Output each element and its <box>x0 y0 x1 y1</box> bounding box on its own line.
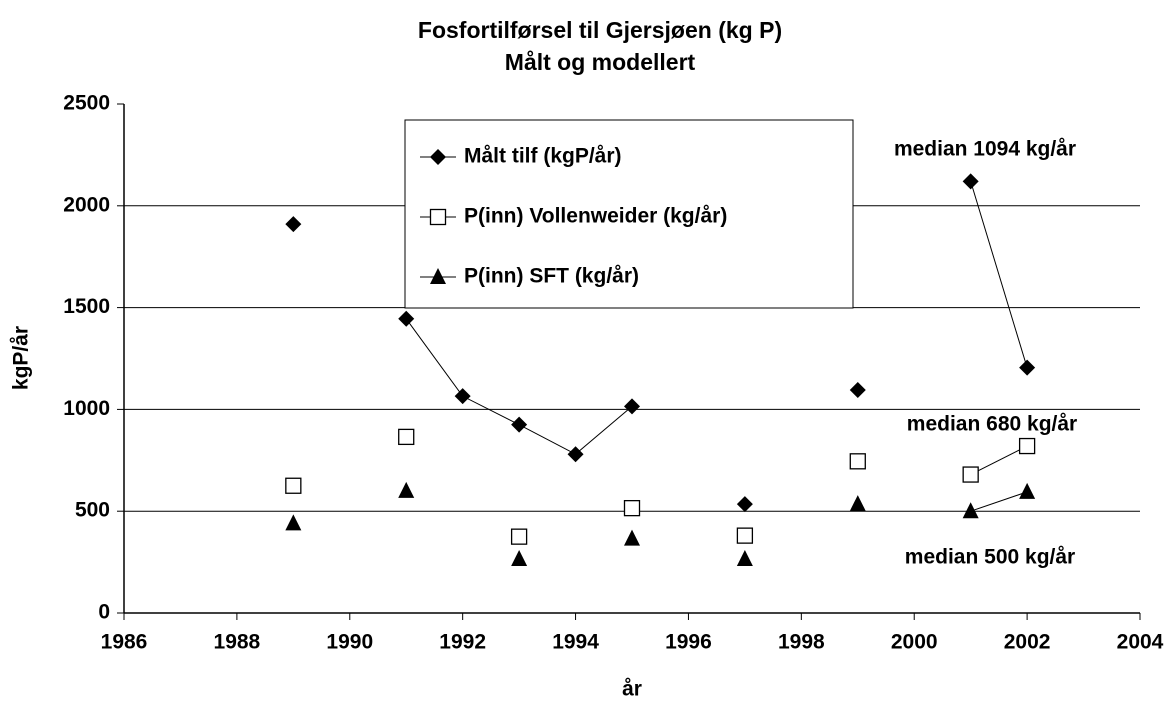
annotation: median 1094 kg/år <box>894 138 1076 161</box>
marker <box>1019 359 1036 376</box>
y-tick-label: 1000 <box>63 397 110 420</box>
marker <box>849 453 866 470</box>
legend-label: P(inn) SFT (kg/år) <box>464 265 639 288</box>
marker <box>398 481 415 498</box>
marker <box>849 495 866 512</box>
marker <box>736 550 753 567</box>
legend-box <box>404 119 854 309</box>
y-tick-label: 1500 <box>63 295 110 318</box>
marker <box>398 310 415 327</box>
x-tick-label: 1992 <box>439 631 486 654</box>
marker <box>1018 437 1036 455</box>
legend-marker <box>430 268 446 284</box>
marker <box>285 216 302 233</box>
annotation: median 500 kg/år <box>905 546 1075 569</box>
y-tick-label: 0 <box>98 601 110 624</box>
x-axis-label: år <box>622 678 642 701</box>
series-line <box>970 491 1028 512</box>
x-tick-label: 1990 <box>326 631 373 654</box>
marker <box>849 382 866 399</box>
legend-label: Målt tilf (kgP/år) <box>464 145 622 168</box>
marker <box>454 388 471 405</box>
legend-label: P(inn) Vollenweider (kg/år) <box>464 205 727 228</box>
x-tick-label: 2004 <box>1117 631 1164 654</box>
marker <box>510 528 528 545</box>
x-tick-label: 1994 <box>552 631 599 654</box>
marker <box>736 496 753 513</box>
x-tick-label: 1998 <box>778 631 825 654</box>
x-tick-label: 2002 <box>1004 631 1051 654</box>
x-tick-label: 1996 <box>665 631 712 654</box>
annotation: median 680 kg/år <box>907 413 1077 436</box>
y-tick-label: 2500 <box>63 92 110 115</box>
marker <box>1019 482 1036 499</box>
x-tick-label: 1986 <box>101 631 148 654</box>
chart-subtitle: Målt og modellert <box>505 49 696 75</box>
marker <box>623 499 641 517</box>
marker <box>736 527 754 544</box>
y-tick-label: 500 <box>75 499 110 522</box>
marker <box>285 514 302 531</box>
y-axis-label: kgP/år <box>10 326 33 390</box>
legend-marker <box>429 208 447 226</box>
marker <box>285 477 302 494</box>
series-line <box>970 445 1028 475</box>
marker <box>962 173 979 190</box>
marker <box>624 398 640 415</box>
marker <box>398 428 415 446</box>
legend-marker <box>430 149 446 165</box>
marker <box>962 502 979 519</box>
marker <box>624 529 640 546</box>
marker <box>511 416 528 433</box>
marker <box>511 550 528 567</box>
y-tick-label: 2000 <box>63 193 110 216</box>
x-tick-label: 2000 <box>891 631 938 654</box>
x-tick-label: 1988 <box>214 631 261 654</box>
chart-title: Fosfortilførsel til Gjersjøen (kg P) <box>418 17 782 43</box>
marker <box>567 446 584 463</box>
marker <box>962 466 979 483</box>
legend: Målt tilf (kgP/år) P(inn) Vollenweider (k… <box>404 119 854 309</box>
